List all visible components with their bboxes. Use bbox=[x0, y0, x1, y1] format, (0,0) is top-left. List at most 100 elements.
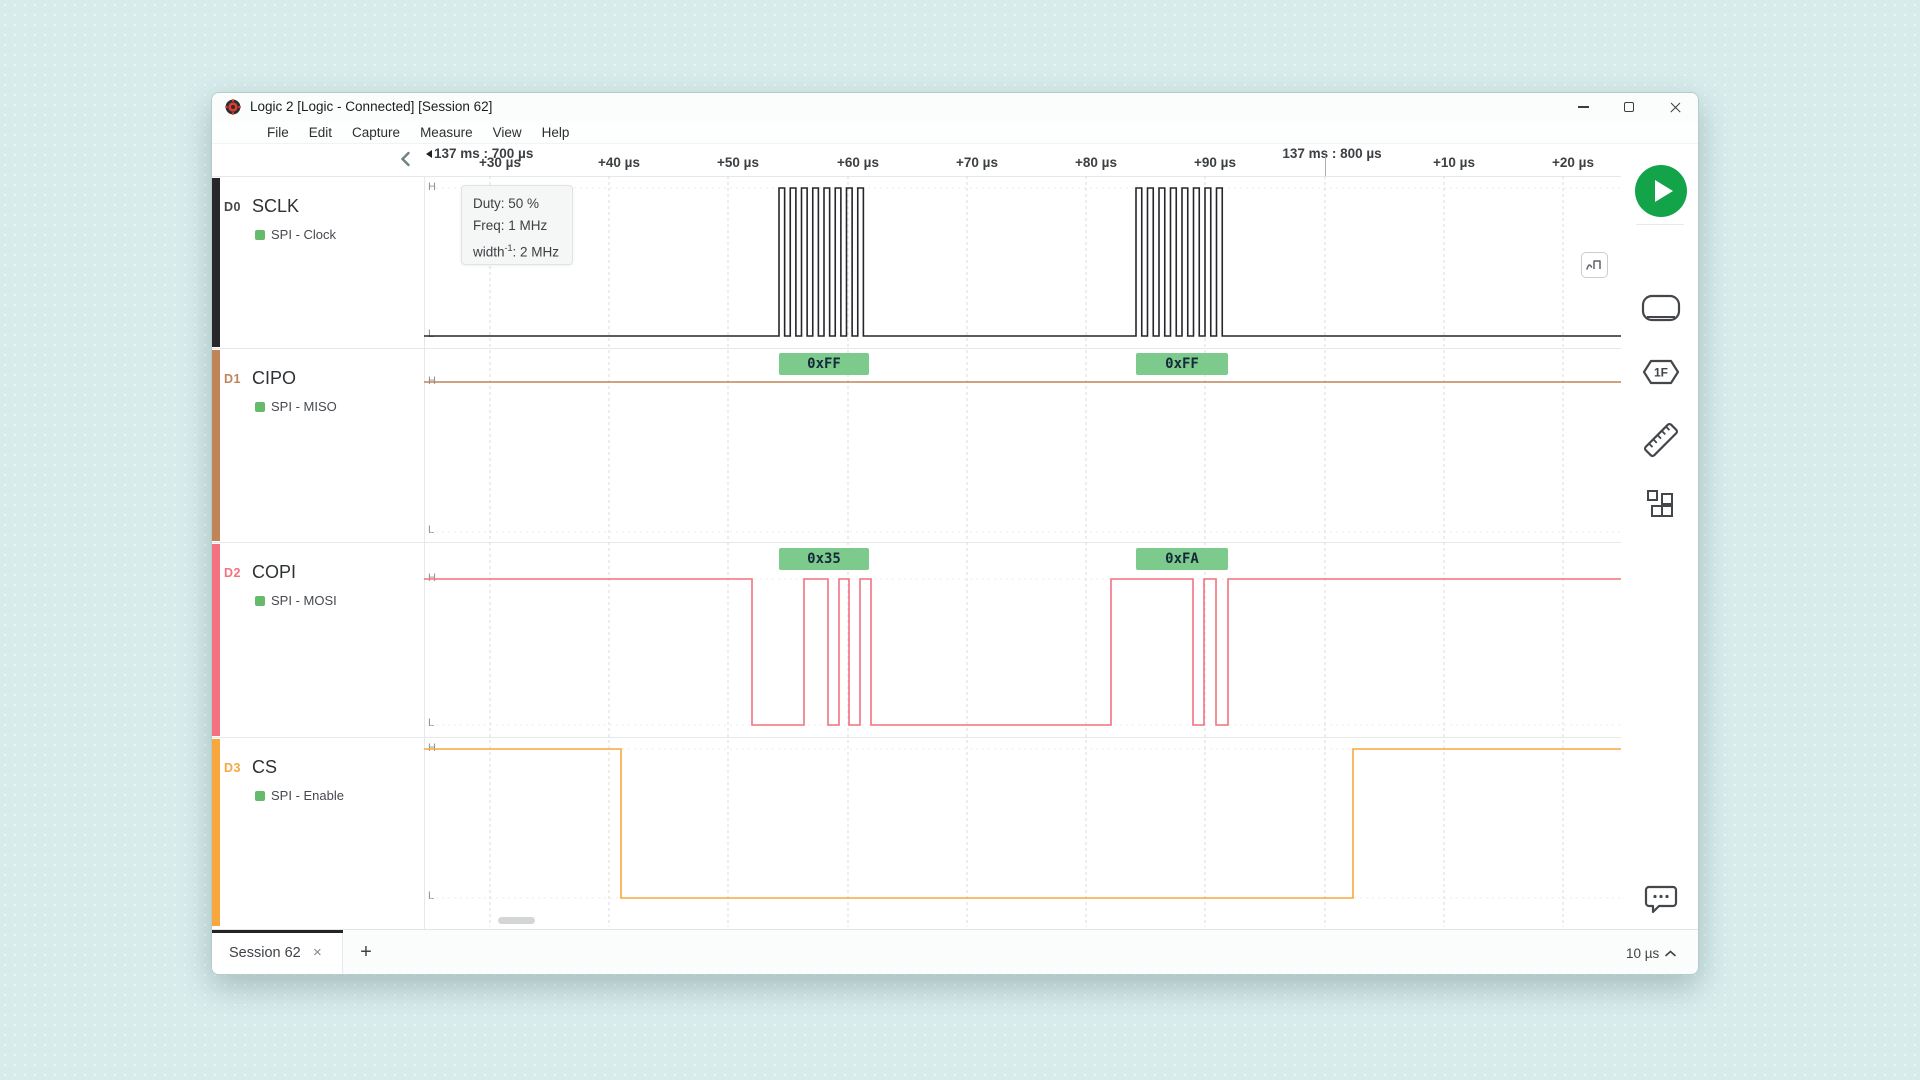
blocks-grid-icon bbox=[1646, 490, 1673, 517]
low-level-marker: L bbox=[428, 524, 435, 536]
channel-color-bar-d0 bbox=[212, 178, 220, 347]
edge-pulse-icon bbox=[1586, 259, 1601, 270]
signal-trace-sclk[interactable] bbox=[424, 187, 1621, 337]
tooltip-duty: Duty: 50 % bbox=[473, 196, 540, 211]
jump-to-edge-button[interactable] bbox=[1581, 252, 1608, 278]
tab-session-62[interactable] bbox=[212, 930, 343, 974]
waveform-plot[interactable] bbox=[424, 176, 1621, 927]
high-level-marker: H bbox=[428, 742, 436, 754]
high-level-marker: H bbox=[428, 375, 436, 387]
clock-measurement-tooltip: Duty: 50 % Freq: 1 MHz width-1: 2 MHz bbox=[461, 185, 573, 265]
device-icon bbox=[1641, 294, 1680, 322]
analyzer-hex-icon: 1F bbox=[1642, 359, 1679, 385]
timeline-bar[interactable] bbox=[212, 144, 1621, 176]
timeline-tick-label: +20 µs bbox=[1552, 155, 1594, 170]
timeline-tick-label: +90 µs bbox=[1194, 155, 1236, 170]
tab-session-label: Session 62 bbox=[229, 945, 301, 961]
menu-help[interactable]: Help bbox=[541, 124, 570, 140]
menu-view[interactable]: View bbox=[492, 124, 522, 140]
minimize-icon bbox=[1577, 106, 1589, 108]
timeline-anchor-left: 137 ms : 700 µs bbox=[426, 146, 533, 161]
window-title: Logic 2 [Logic - Connected] [Session 62] bbox=[250, 99, 493, 114]
timeline-bottom-border bbox=[212, 176, 1621, 177]
maximize-icon bbox=[1624, 102, 1634, 112]
spi-byte-label[interactable]: 0xFA bbox=[1136, 548, 1228, 570]
channel-name-d0[interactable]: SCLK bbox=[252, 196, 300, 216]
zoom-level-value: 10 µs bbox=[1626, 945, 1660, 961]
channel-name-d2[interactable]: COPI bbox=[252, 562, 297, 582]
session-tab-bar: Session 62 × + 10 µs bbox=[212, 929, 1698, 974]
low-level-marker: L bbox=[428, 328, 435, 340]
menu-file[interactable]: File bbox=[267, 124, 289, 140]
row-separator-2 bbox=[212, 542, 1621, 543]
chevron-up-icon bbox=[1665, 949, 1677, 956]
chat-bubble-icon bbox=[1644, 885, 1677, 914]
timeline-tick-label: +70 µs bbox=[956, 155, 998, 170]
timeline-tick-label: +40 µs bbox=[598, 155, 640, 170]
row-separator-1 bbox=[212, 348, 1621, 349]
ruler-icon bbox=[1643, 422, 1678, 458]
menu-bar: File Edit Capture Measure View Help bbox=[212, 121, 1698, 144]
title-bar[interactable]: Logic 2 [Logic - Connected] [Session 62] bbox=[212, 93, 1698, 121]
menu-measure[interactable]: Measure bbox=[420, 124, 473, 140]
row-separator-3 bbox=[212, 737, 1621, 738]
measurements-button[interactable] bbox=[1640, 419, 1682, 461]
menu-capture[interactable]: Capture bbox=[352, 124, 401, 140]
channel-analyzer-d0[interactable]: SPI - Clock bbox=[271, 227, 337, 242]
new-tab-button[interactable]: + bbox=[360, 941, 372, 963]
tooltip-width: width-1: 2 MHz bbox=[473, 243, 560, 260]
timeline-scroll-left-icon[interactable] bbox=[396, 149, 416, 169]
low-level-marker: L bbox=[428, 890, 435, 902]
analyzer-dot-icon bbox=[255, 230, 265, 240]
tooltip-freq: Freq: 1 MHz bbox=[473, 218, 548, 233]
spi-byte-label[interactable]: 0x35 bbox=[779, 548, 869, 570]
annotations-button[interactable] bbox=[1645, 488, 1677, 520]
channel-analyzer-d3[interactable]: SPI - Enable bbox=[271, 788, 344, 803]
signal-trace-copi[interactable] bbox=[424, 578, 1621, 726]
close-icon bbox=[1669, 101, 1682, 114]
channel-name-d3[interactable]: CS bbox=[252, 757, 278, 777]
analyzers-button[interactable]: 1F bbox=[1640, 357, 1682, 387]
logic2-app-icon bbox=[225, 99, 241, 115]
timeline-tick-label: +60 µs bbox=[837, 155, 879, 170]
spi-byte-label[interactable]: 0xFF bbox=[779, 353, 869, 375]
spi-byte-label[interactable]: 0xFF bbox=[1136, 353, 1228, 375]
start-capture-button[interactable] bbox=[1634, 165, 1687, 217]
channel-id-d2: D2 bbox=[224, 566, 241, 580]
horizontal-scrollbar[interactable] bbox=[498, 917, 535, 924]
channel-name-d1[interactable]: CIPO bbox=[252, 368, 297, 388]
channel-color-bar-d1 bbox=[212, 350, 220, 541]
channel-id-d3: D3 bbox=[224, 761, 241, 775]
channel-id-d0: D0 bbox=[224, 200, 241, 214]
minimize-button[interactable] bbox=[1560, 93, 1606, 121]
close-button[interactable] bbox=[1652, 93, 1698, 121]
play-icon bbox=[1654, 180, 1673, 202]
high-level-marker: H bbox=[428, 181, 436, 193]
analyzer-badge-text: 1F bbox=[1653, 366, 1667, 380]
timeline-tick-label: +80 µs bbox=[1075, 155, 1117, 170]
timeline-major-tick bbox=[1325, 157, 1326, 176]
tab-close-button[interactable]: × bbox=[313, 944, 322, 961]
active-tab-indicator bbox=[212, 930, 343, 933]
sidebar-divider bbox=[1636, 224, 1684, 225]
channel-analyzer-d1[interactable]: SPI - MISO bbox=[271, 399, 337, 414]
channel-id-d1: D1 bbox=[224, 372, 241, 386]
maximize-button[interactable] bbox=[1606, 93, 1652, 121]
feedback-button[interactable] bbox=[1643, 883, 1679, 915]
zoom-level-control[interactable]: 10 µs bbox=[1626, 930, 1677, 974]
label-plot-divider bbox=[424, 176, 425, 929]
analyzer-dot-icon bbox=[255, 402, 265, 412]
anchor-left-arrow-icon bbox=[426, 150, 432, 158]
analyzer-dot-icon bbox=[255, 596, 265, 606]
signal-trace-cs[interactable] bbox=[424, 748, 1621, 899]
device-settings-button[interactable] bbox=[1639, 292, 1683, 324]
analyzer-dot-icon bbox=[255, 791, 265, 801]
low-level-marker: L bbox=[428, 717, 435, 729]
channel-color-bar-d3 bbox=[212, 739, 220, 926]
timeline-tick-label: +10 µs bbox=[1433, 155, 1475, 170]
right-sidebar: 1F bbox=[1621, 144, 1698, 959]
menu-edit[interactable]: Edit bbox=[308, 124, 333, 140]
high-level-marker: H bbox=[428, 572, 436, 584]
channel-color-bar-d2 bbox=[212, 544, 220, 736]
channel-analyzer-d2[interactable]: SPI - MOSI bbox=[271, 593, 337, 608]
